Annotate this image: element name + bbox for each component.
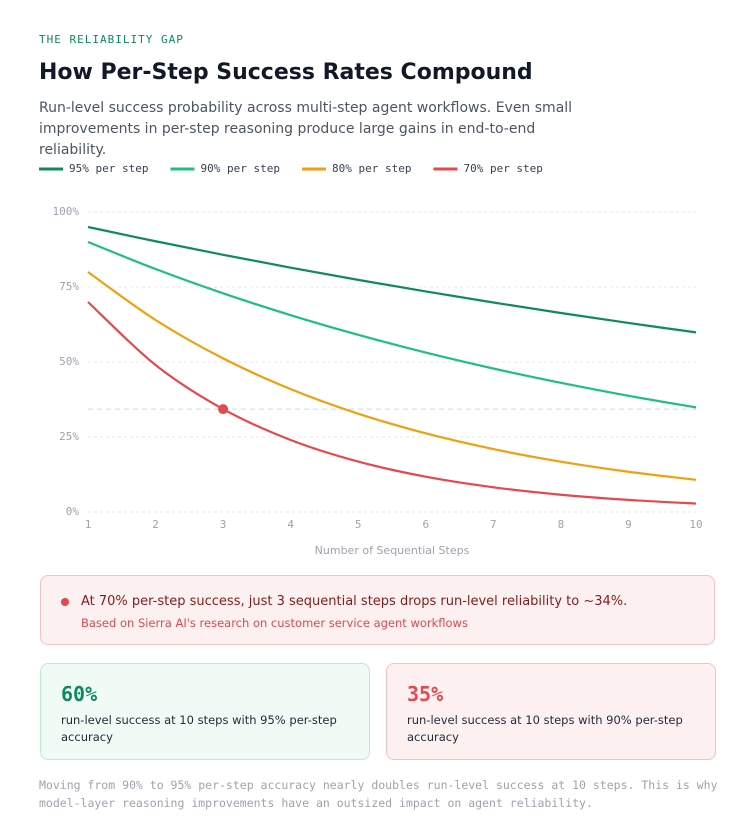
stat-card: 35% run-level success at 10 steps with 9… (386, 663, 716, 760)
legend-label: 80% per step (332, 162, 411, 175)
legend-label: 95% per step (69, 162, 148, 175)
callout-dot (61, 598, 69, 606)
stat-value: 35% (407, 682, 444, 706)
x-tick-label: 4 (287, 518, 294, 531)
x-tick-label: 9 (625, 518, 632, 531)
callout-text: At 70% per-step success, just 3 sequenti… (81, 594, 628, 609)
stat-value: 60% (61, 682, 98, 706)
chart: 95% per step 90% per step 80% per step 70% … (39, 162, 703, 557)
stat-card: 60% run-level success at 10 steps with 9… (40, 663, 370, 760)
x-tick-label: 3 (220, 518, 227, 531)
subtitle: Run-level success probability across mul… (39, 100, 573, 158)
y-tick-label: 25% (59, 430, 79, 443)
y-tick-label: 100% (53, 205, 80, 218)
legend-label: 70% per step (463, 162, 542, 175)
legend-label: 90% per step (200, 162, 279, 175)
x-tick-label: 1 (85, 518, 92, 531)
annotation-point (218, 404, 229, 415)
series-line (87, 271, 697, 481)
x-tick-label: 2 (152, 518, 159, 531)
y-tick-label: 50% (59, 355, 79, 368)
x-axis-title: Number of Sequential Steps (315, 544, 470, 557)
x-tick-label: 8 (558, 518, 565, 531)
x-tick-label: 10 (689, 518, 702, 531)
series-line (87, 301, 697, 505)
footer: Moving from 90% to 95% per-step accuracy… (39, 778, 718, 810)
kicker: THE RELIABILITY GAP (39, 33, 184, 46)
y-tick-label: 75% (59, 280, 79, 293)
callout: At 70% per-step success, just 3 sequenti… (40, 575, 715, 645)
callout-note: Based on Sierra AI's research on custome… (81, 616, 468, 630)
stat-text: run-level success at 10 steps with 90% p… (407, 713, 683, 744)
x-tick-label: 7 (490, 518, 497, 531)
x-tick-label: 5 (355, 518, 362, 531)
series-line (87, 240, 697, 409)
stat-text: run-level success at 10 steps with 95% p… (61, 713, 337, 744)
y-tick-label: 0% (66, 505, 80, 518)
x-tick-label: 6 (422, 518, 429, 531)
series-line (87, 225, 697, 334)
title: How Per-Step Success Rates Compound (39, 60, 533, 85)
